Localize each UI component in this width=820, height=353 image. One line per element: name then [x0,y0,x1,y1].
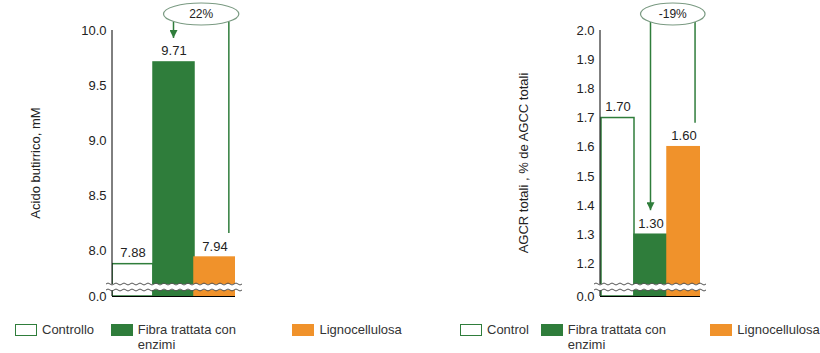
svg-text:1.7: 1.7 [576,110,594,125]
html-text:Controllo: Controllo [42,322,94,337]
svg-text:9.71: 9.71 [161,43,186,58]
svg-text:0.0: 0.0 [88,289,106,304]
svg-text:1.8: 1.8 [576,81,594,96]
svg-text:1.70: 1.70 [605,99,630,114]
svg-text:Acido butirrico, mM: Acido butirrico, mM [28,107,43,218]
svg-text:0.0: 0.0 [576,289,594,304]
html-text:Lignocellulosa: Lignocellulosa [737,322,820,337]
svg-text:1.6: 1.6 [576,139,594,154]
html-text:Lignocellulosa: Lignocellulosa [319,322,402,337]
svg-text:1.3: 1.3 [576,227,594,242]
svg-text:AGCR totali , % de AGCC totali: AGCR totali , % de AGCC totali [516,73,531,254]
svg-text:7.88: 7.88 [120,245,145,260]
svg-text:1.5: 1.5 [576,169,594,184]
svg-text:-19%: -19% [659,7,687,21]
svg-text:8.5: 8.5 [88,188,106,203]
html-text:Fibra trattata con enzimi: Fibra trattata con enzimi [567,322,666,352]
html-text:Fibra trattata con enzimi: Fibra trattata con enzimi [137,322,236,352]
svg-text:7.94: 7.94 [202,239,227,254]
svg-text:2.0: 2.0 [576,23,594,38]
svg-text:22%: 22% [189,7,213,21]
svg-text:1.60: 1.60 [671,128,696,143]
html-text:Control: Control [487,322,529,337]
svg-text:1.4: 1.4 [576,198,594,213]
svg-text:8.0: 8.0 [88,243,106,258]
svg-text:9.0: 9.0 [88,133,106,148]
svg-text:9.5: 9.5 [88,78,106,93]
svg-text:1.2: 1.2 [576,256,594,271]
svg-text:1.30: 1.30 [638,216,663,231]
svg-text:10.0: 10.0 [81,23,106,38]
svg-text:1.9: 1.9 [576,52,594,67]
